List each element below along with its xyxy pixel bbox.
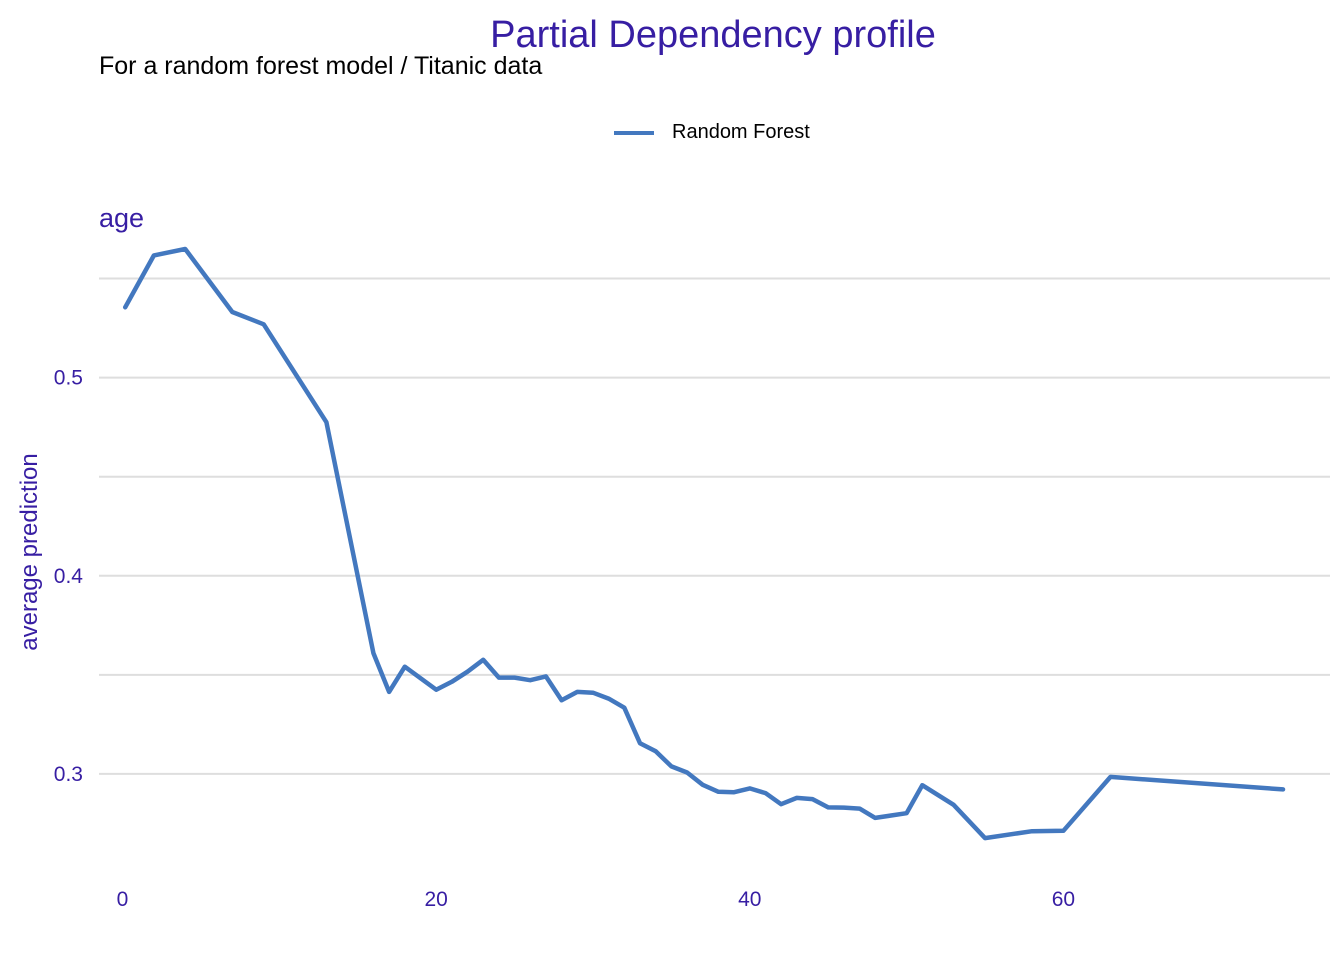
y-tick-label: 0.3 [54,763,83,786]
legend-swatch-random-forest [614,130,654,135]
x-tick-labels: 0 20 40 60 [117,888,1075,911]
series-layer [122,246,1286,841]
y-tick-label: 0.4 [54,565,84,588]
legend: Random Forest [614,121,810,144]
x-tick-label: 60 [1052,888,1075,911]
gridlines [99,277,1330,775]
facet-label: age [99,203,145,233]
y-tick-label: 0.5 [54,367,83,390]
x-tick-label: 40 [738,888,761,911]
chart-title: Partial Dependency profile [490,14,936,56]
chart-subtitle: For a random forest model / Titanic data [99,52,543,80]
x-tick-label: 20 [424,888,447,911]
y-tick-labels: 0.3 0.4 0.5 [54,367,84,786]
series-line-random-forest [122,246,1286,841]
legend-label-random-forest: Random Forest [672,121,810,143]
x-tick-label: 0 [117,888,129,911]
